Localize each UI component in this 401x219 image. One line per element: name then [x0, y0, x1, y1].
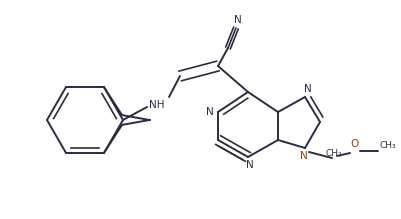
Text: N: N [300, 151, 307, 161]
Text: CH₂: CH₂ [325, 148, 342, 157]
Text: CH₃: CH₃ [379, 141, 395, 150]
Text: N: N [304, 84, 311, 94]
Text: N: N [245, 160, 253, 170]
Text: NH: NH [149, 100, 164, 110]
Text: N: N [233, 15, 241, 25]
Text: N: N [206, 107, 213, 117]
Text: O: O [350, 139, 358, 149]
